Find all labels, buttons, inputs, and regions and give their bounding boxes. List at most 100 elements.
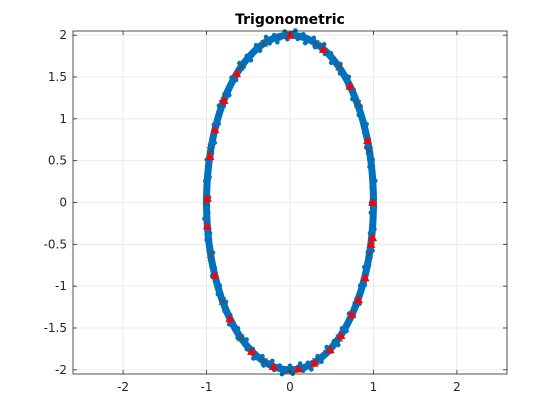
ellipse-series-point (271, 32, 277, 38)
cross-marker (206, 250, 215, 259)
ellipse-series-point (267, 41, 272, 46)
ellipse-series-point (369, 169, 374, 174)
x-tick-label: -2 (117, 380, 129, 394)
triangle-marker (232, 69, 242, 78)
ellipse-series-point (309, 367, 314, 372)
ellipse-series-point (257, 48, 263, 53)
ellipse-series-point (210, 261, 215, 267)
ellipse-series-point (206, 169, 211, 174)
ellipse-series-point (352, 306, 357, 312)
x-tick-label: -1 (201, 380, 213, 394)
ellipse-series-point (324, 344, 330, 350)
ellipse-series-point (251, 47, 257, 53)
triangle-marker (210, 270, 220, 279)
ellipse-series-point (370, 189, 376, 195)
ellipse-series-point (205, 189, 211, 195)
ellipse-series-point (277, 363, 283, 368)
x-tick-label: 0 (286, 380, 294, 394)
ellipse-series-point (368, 153, 373, 158)
ellipse-series-point (226, 92, 232, 98)
cross-marker (218, 297, 227, 306)
cross-marker-stroke (236, 334, 245, 342)
ellipse-series-point (361, 118, 367, 124)
cross-marker (312, 39, 320, 48)
x-tick-label: 1 (370, 380, 378, 394)
triangle-marker (268, 361, 278, 370)
triangle-marker (368, 233, 378, 242)
ellipse-series-point (357, 283, 363, 288)
ellipse-series-point (233, 77, 239, 83)
ellipse-series-point (217, 283, 223, 288)
ellipse-series-point (207, 142, 213, 148)
ellipse-series-point (336, 342, 341, 348)
ellipse-series-point (282, 29, 287, 34)
ellipse-series-point (362, 270, 367, 276)
ellipse-series-point (361, 264, 367, 270)
ellipse-series-point (207, 257, 213, 263)
triangle-marker (368, 197, 378, 206)
ellipse-series-point (248, 57, 254, 63)
ellipse-series-point (269, 36, 275, 42)
chart-title: Trigonometric (235, 12, 345, 28)
ellipse-series-point (207, 230, 213, 236)
ellipse-series-point (328, 60, 334, 66)
y-tick-label: -0.5 (44, 237, 67, 251)
y-tick-label: 0 (59, 196, 67, 210)
triangle-marker (345, 81, 355, 90)
ellipse-series-point (371, 173, 376, 179)
ellipse-series-point (227, 87, 233, 92)
ellipse-series-point (204, 237, 209, 243)
ellipse-series-point (368, 210, 374, 215)
ellipse-series-point (277, 36, 282, 41)
ellipse-series-point (204, 205, 209, 211)
ellipse-series-point (204, 184, 209, 189)
ellipse-series-point (319, 359, 324, 365)
ellipse-series-point (212, 134, 217, 140)
ellipse-series-point (242, 58, 248, 64)
cross-marker (260, 357, 268, 366)
ellipse-series-point (279, 32, 285, 38)
ellipse-series-point (315, 353, 320, 359)
triangle-marker (353, 294, 363, 304)
cross-marker-stroke (312, 39, 320, 48)
triangle-marker (360, 273, 370, 282)
triangle-marker (318, 44, 328, 53)
triangle-marker (219, 95, 229, 104)
cross-marker (353, 99, 362, 108)
triangle-marker (336, 330, 346, 340)
triangle-marker (309, 358, 319, 367)
ellipse-series-point (270, 358, 275, 364)
ellipse-series-point (216, 121, 221, 127)
y-tick-label: -2 (55, 363, 67, 377)
ellipse-series-point (369, 184, 374, 190)
triangle-marker (205, 151, 215, 160)
y-tick-label: -1.5 (44, 321, 67, 335)
ellipse-series-point (222, 91, 227, 97)
cross-marker-stroke (286, 365, 294, 374)
cross-marker-stroke (206, 146, 215, 155)
cross-marker-stroke (236, 63, 245, 71)
ellipse-series-point (331, 338, 337, 344)
cross-marker-stroke (365, 146, 374, 155)
cross-marker-stroke (365, 250, 374, 259)
ellipse-series-point (235, 66, 241, 72)
ellipse-series-point (350, 96, 355, 102)
ellipse-series-point (212, 265, 218, 271)
ellipse-series-point (253, 42, 259, 48)
grid (73, 31, 507, 374)
axis-ticks: -2 -1 0 1 2 -2 -1.5 -1 -0.5 0 0.5 1 1.5 2 (44, 28, 507, 394)
cross-marker (335, 63, 344, 71)
ellipse-series-point (345, 322, 350, 328)
ellipse-series-point (260, 353, 265, 359)
ellipse-series-point (287, 363, 293, 369)
cross-marker (286, 365, 294, 374)
ellipse-series-point (372, 194, 378, 200)
ellipse-series-point (372, 178, 378, 184)
x-tick-label: 2 (453, 380, 461, 394)
ellipse-series-point (366, 256, 371, 262)
ellipse-series-point (263, 34, 269, 40)
ellipse-series-point (208, 246, 214, 251)
ellipse-series-point (362, 282, 368, 288)
ellipse-series-point (205, 163, 210, 168)
cross-marker (236, 334, 245, 342)
